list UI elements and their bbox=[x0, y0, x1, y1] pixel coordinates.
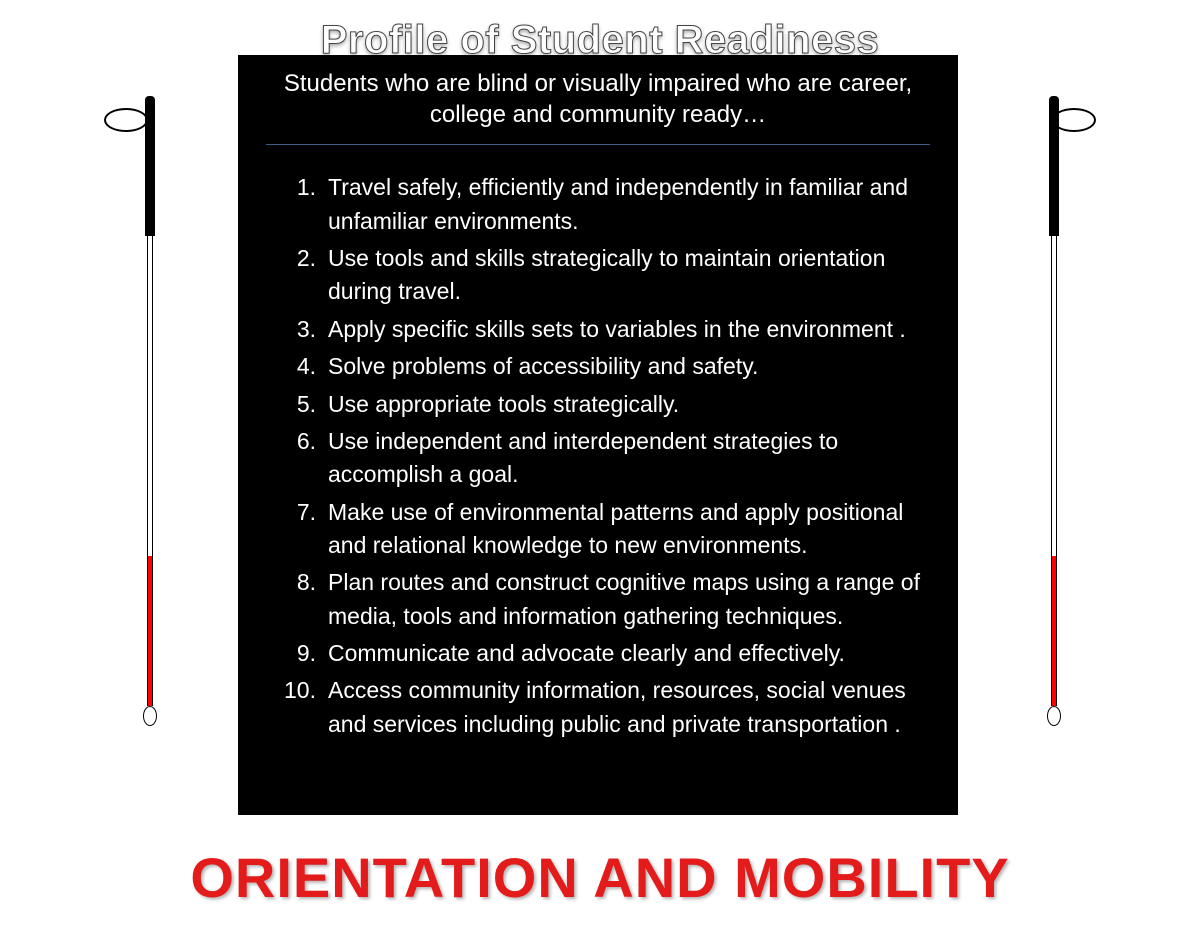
intro-text: Students who are blind or visually impai… bbox=[266, 69, 930, 144]
list-item: Plan routes and construct cognitive maps… bbox=[266, 566, 930, 633]
readiness-list: Travel safely, efficiently and independe… bbox=[266, 171, 930, 741]
cane-right-icon bbox=[1032, 96, 1072, 732]
footer-title: ORIENTATION AND MOBILITY bbox=[0, 845, 1200, 910]
content-panel: Students who are blind or visually impai… bbox=[238, 55, 958, 815]
list-item: Use independent and interdependent strat… bbox=[266, 425, 930, 492]
list-item: Use tools and skills strategically to ma… bbox=[266, 242, 930, 309]
cane-left-icon bbox=[128, 96, 168, 732]
divider bbox=[266, 144, 930, 145]
list-item: Apply specific skills sets to variables … bbox=[266, 313, 930, 346]
list-item: Make use of environmental patterns and a… bbox=[266, 496, 930, 563]
list-item: Solve problems of accessibility and safe… bbox=[266, 350, 930, 383]
list-item: Access community information, resources,… bbox=[266, 674, 930, 741]
list-item: Use appropriate tools strategically. bbox=[266, 388, 930, 421]
list-item: Travel safely, efficiently and independe… bbox=[266, 171, 930, 238]
list-item: Communicate and advocate clearly and eff… bbox=[266, 637, 930, 670]
